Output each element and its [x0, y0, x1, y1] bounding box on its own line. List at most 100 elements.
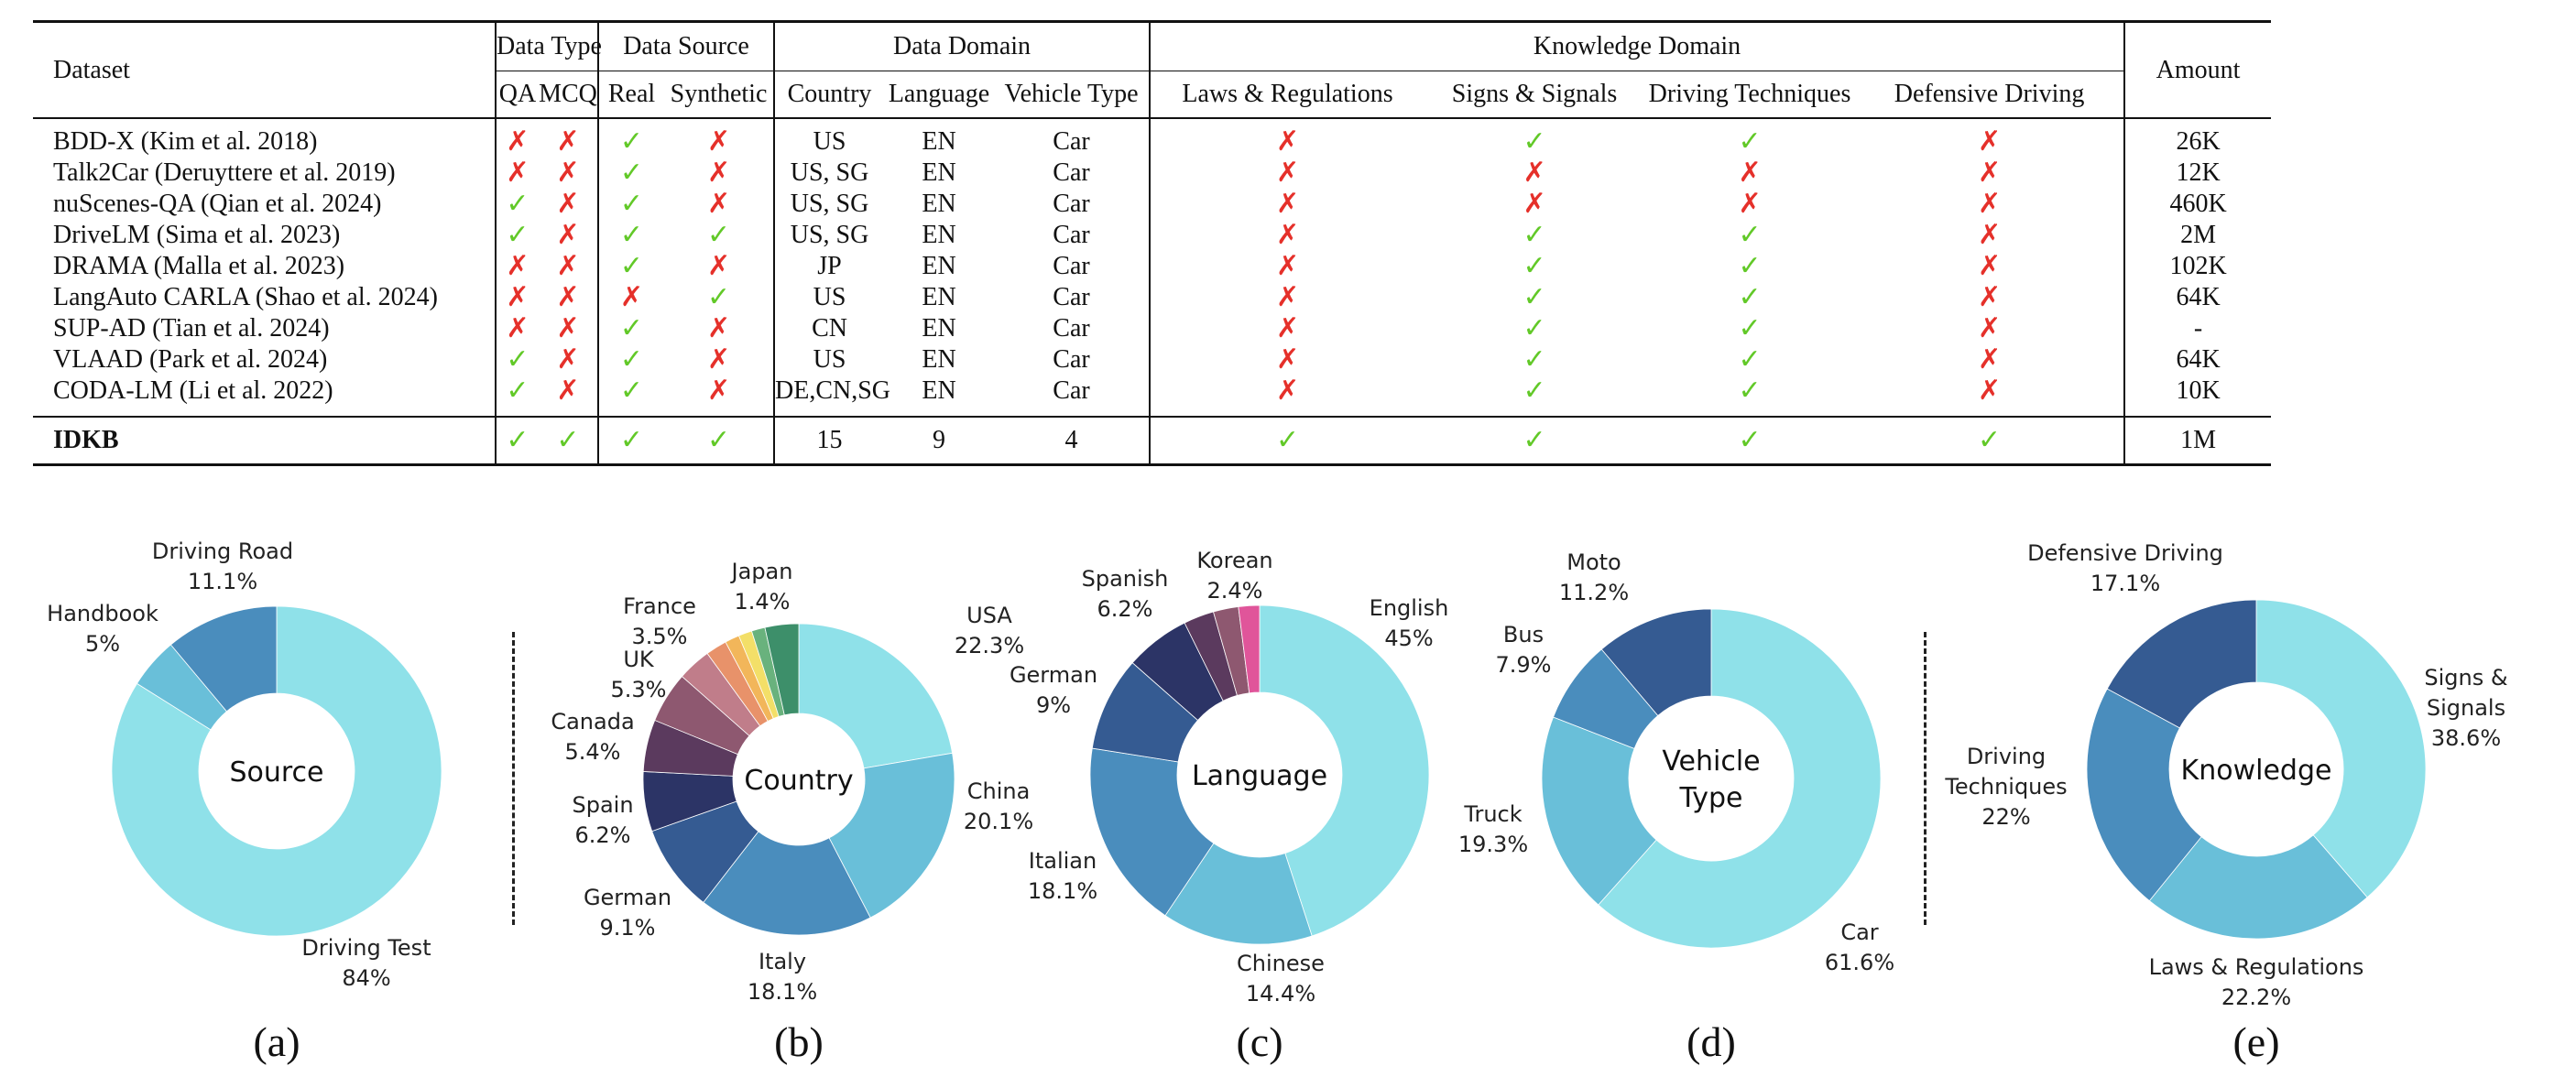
check-icon: ✓ [1644, 282, 1855, 313]
slice-driving-techniques [2086, 688, 2202, 902]
cross-icon: ✗ [495, 250, 539, 282]
cross-mark: ✗ [1275, 125, 1300, 157]
cell-language: 9 [884, 416, 995, 466]
check-icon: ✓ [664, 282, 774, 313]
slice-label: German 9% [1010, 662, 1097, 718]
cell-dataset: nuScenes-QA (Qian et al. 2024) [53, 190, 382, 218]
cross-icon: ✗ [1149, 282, 1425, 313]
cross-mark: ✗ [706, 343, 731, 375]
cell-language: EN [922, 158, 956, 187]
cell-dataset: BDD-X (Kim et al. 2018) [53, 127, 318, 156]
cross-icon: ✗ [495, 313, 539, 344]
slice-label: Truck 19.3% [1458, 801, 1528, 857]
divider-right [1924, 632, 1927, 925]
comparison-table-wrap: Dataset Data Type Data Source Data Domai… [33, 20, 2543, 466]
cross-mark: ✗ [1977, 157, 2002, 188]
cell-vehicle: Car [1053, 314, 1090, 343]
donut-charts-svg: Driving Test 84% Handbook 5% Driving Road 11.… [47, 539, 2507, 1065]
header-real: Real [597, 71, 664, 119]
cell-amount: - [2123, 313, 2272, 344]
cell-language: EN [922, 127, 956, 156]
cross-mark: ✗ [706, 250, 731, 281]
cross-icon: ✗ [664, 313, 774, 344]
center-label: Vehicle Type [1662, 745, 1760, 814]
header-laws: Laws & Regulations [1149, 71, 1425, 119]
slice-driving-test [111, 605, 442, 937]
cross-icon: ✗ [1149, 220, 1425, 251]
cross-icon: ✗ [664, 375, 774, 417]
cross-mark: ✗ [1275, 312, 1300, 343]
cell-country: JP [773, 251, 885, 282]
cell-country: US [773, 282, 885, 313]
slice-moto [1600, 608, 1712, 716]
table-row: VLAAD (Park et al. 2024) ✓ ✗ ✓ ✗ US EN Car ✗ ✓ ✓ ✗ 6… [33, 344, 2543, 375]
center-label: Source [229, 756, 323, 789]
donut-country: USA 22.3% China 20.1% Italy 18.1% German 9.1% Sp… [551, 559, 1033, 1005]
cell-amount: 1M [2123, 416, 2272, 466]
cross-mark: ✗ [1977, 219, 2002, 250]
slice-truck [1541, 716, 1657, 906]
slice-car [1598, 608, 1882, 949]
cell-dataset: CODA-LM (Li et al. 2022) [53, 376, 333, 405]
check-mark: ✓ [619, 343, 644, 375]
cross-icon: ✗ [1855, 375, 2124, 417]
cross-icon: ✗ [539, 313, 598, 344]
cross-mark: ✗ [556, 375, 580, 406]
cell-amount: 102K [2123, 251, 2272, 282]
cell-language: EN [922, 221, 956, 249]
cell-vehicle: Car [1053, 252, 1090, 280]
header-data-source: Data Source [596, 20, 775, 71]
header-country: Country [773, 71, 885, 119]
slice-label: France 3.5% [623, 593, 696, 649]
cross-icon: ✗ [539, 118, 598, 158]
cross-icon: ✗ [539, 375, 598, 417]
slice-label: English 45% [1370, 595, 1449, 651]
check-icon: ✓ [1644, 375, 1855, 417]
slice-usa [798, 623, 954, 769]
cell-language: EN [922, 314, 956, 343]
cross-mark: ✗ [1275, 375, 1300, 406]
table-row: nuScenes-QA (Qian et al. 2024) ✓ ✗ ✓ ✗ US, SG… [33, 189, 2543, 220]
slice-italian [1089, 747, 1215, 917]
panel-label: (e) [2232, 1018, 2279, 1065]
comparison-table: Dataset Data Type Data Source Data Domai… [33, 20, 2543, 466]
cross-icon: ✗ [539, 251, 598, 282]
cell-amount: 26K [2123, 118, 2272, 158]
header-signs: Signs & Signals [1424, 71, 1645, 119]
cross-mark: ✗ [1738, 157, 1762, 188]
cell-amount: 64K [2123, 344, 2272, 375]
cell-country: US, SG [773, 220, 885, 251]
cell-dataset: DriveLM (Sima et al. 2023) [53, 221, 341, 249]
cross-mark: ✗ [1977, 250, 2002, 281]
cross-mark: ✗ [1977, 125, 2002, 157]
check-mark: ✓ [506, 219, 529, 250]
check-icon: ✓ [1644, 220, 1855, 251]
cross-icon: ✗ [495, 282, 539, 313]
check-icon: ✓ [597, 189, 664, 220]
slice-label: Defensive Driving 17.1% [2027, 540, 2223, 596]
cross-mark: ✗ [506, 250, 529, 281]
header-qa: QA [495, 71, 539, 119]
cross-mark: ✗ [556, 188, 580, 219]
cross-icon: ✗ [1855, 282, 2124, 313]
check-mark: ✓ [1275, 424, 1300, 455]
slice-label: Driving Test 84% [301, 935, 431, 991]
cell-vehicle: Car [1053, 345, 1090, 374]
cross-icon: ✗ [539, 282, 598, 313]
check-mark: ✓ [619, 219, 644, 250]
check-mark: ✓ [619, 250, 644, 281]
cell-country: US, SG [773, 158, 885, 189]
check-mark: ✓ [1523, 250, 1546, 281]
slice-label: Signs & Signals 38.6% [2424, 665, 2507, 751]
check-icon: ✓ [1424, 220, 1644, 251]
slice-label: Driving Road 11.1% [152, 539, 293, 594]
slice-label: Moto 11.2% [1559, 549, 1629, 605]
cross-mark: ✗ [556, 312, 580, 343]
slice-label: Laws & Regulations 22.2% [2149, 954, 2364, 1010]
table-row: BDD-X (Kim et al. 2018) ✗ ✗ ✓ ✗ US EN Car ✗ ✓ ✓ ✗ 26… [33, 118, 2543, 158]
cross-icon: ✗ [664, 118, 774, 158]
cell-language: EN [922, 345, 956, 374]
cross-icon: ✗ [1855, 251, 2124, 282]
cross-mark: ✗ [1977, 312, 2002, 343]
cross-icon: ✗ [664, 251, 774, 282]
